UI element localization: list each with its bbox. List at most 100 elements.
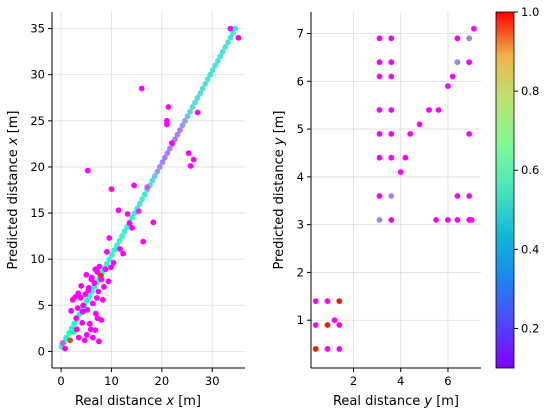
left-y-tick-label: 30 <box>30 68 45 82</box>
right-data-point <box>325 346 331 352</box>
right-x-tick-label: 6 <box>444 374 451 388</box>
right-x-axis-label: Real distance y [m] <box>333 394 459 409</box>
right-y-tick-label: 3 <box>297 218 304 232</box>
right-data-point <box>313 298 319 304</box>
left-data-point <box>107 235 113 241</box>
colorbar-tick-label: 0.6 <box>521 163 539 177</box>
left-data-point <box>140 239 146 245</box>
right-data-point <box>336 298 342 304</box>
right-data-point <box>388 193 394 199</box>
left-y-tick-label: 35 <box>30 22 45 36</box>
right-data-point <box>377 107 383 113</box>
left-data-point <box>90 335 96 341</box>
right-data-point <box>455 217 461 223</box>
right-y-tick-label: 7 <box>297 27 304 41</box>
right-y-tick-label: 6 <box>297 74 304 88</box>
left-tick-labels: 0 10 20 30 0 5 10 15 20 25 30 35 <box>30 22 219 388</box>
left-data-point <box>186 150 192 156</box>
right-data-point <box>388 59 394 65</box>
right-x-tick-label: 2 <box>350 374 357 388</box>
right-data-point <box>471 26 477 32</box>
left-x-tick-label: 30 <box>205 374 220 388</box>
right-y-tick-label: 1 <box>297 313 304 327</box>
left-data-point <box>99 277 105 283</box>
left-data-point <box>96 289 102 295</box>
left-data-point <box>106 278 112 284</box>
left-data-point <box>191 157 197 163</box>
left-data-point <box>76 335 82 341</box>
right-data-point <box>466 131 472 137</box>
left-y-tick-label: 25 <box>30 114 45 128</box>
right-data-point <box>466 193 472 199</box>
left-data-point <box>79 320 85 326</box>
left-data-point <box>169 140 175 146</box>
right-data-point <box>325 322 331 328</box>
left-y-tick-label: 5 <box>38 298 45 312</box>
right-scatter-plot: 2 4 6 1 2 3 4 5 6 7 Real distance y [m] Predicted… <box>272 12 481 409</box>
right-y-tick-label: 2 <box>297 265 304 279</box>
left-data-point <box>94 295 100 301</box>
left-data-point <box>100 297 106 303</box>
colorbar-ticks: 0.2 0.4 0.6 0.8 1.0 <box>514 5 539 335</box>
left-data-point <box>78 295 84 301</box>
left-data-point <box>136 208 142 214</box>
right-data-point <box>377 217 383 223</box>
left-data-point <box>188 163 194 169</box>
left-data-point <box>96 338 102 344</box>
right-tick-labels: 2 4 6 1 2 3 4 5 6 7 <box>297 27 452 388</box>
right-data-point <box>313 322 319 328</box>
left-data-point <box>228 26 234 32</box>
left-y-axis-label: Predicted distance x [m] <box>6 110 21 269</box>
left-data-point <box>131 183 137 189</box>
right-data-point <box>377 35 383 41</box>
right-data-point <box>433 217 439 223</box>
left-data-point <box>166 104 172 110</box>
left-data-point <box>236 35 242 41</box>
right-data-point <box>388 107 394 113</box>
right-data-point <box>455 35 461 41</box>
right-data-point <box>466 59 472 65</box>
colorbar-tick-label: 1.0 <box>521 5 539 19</box>
right-data-point <box>388 131 394 137</box>
left-data-point <box>62 346 68 352</box>
left-data-point <box>78 283 84 289</box>
left-data-point <box>101 284 107 290</box>
right-data-point <box>388 217 394 223</box>
left-data-point <box>104 249 110 255</box>
right-data-point <box>388 74 394 80</box>
right-data-point <box>466 35 472 41</box>
left-y-tick-label: 20 <box>30 160 45 174</box>
left-data-point <box>92 327 98 333</box>
right-x-tick-label: 4 <box>397 374 404 388</box>
colorbar: 0.20.40.60.81.0 <box>496 5 539 368</box>
right-data-point <box>377 155 383 161</box>
left-data-point <box>74 326 80 332</box>
left-data-point <box>85 288 91 294</box>
right-data-point <box>377 131 383 137</box>
right-data-point <box>336 346 342 352</box>
left-data-point <box>83 272 89 278</box>
right-data-point <box>455 59 461 65</box>
left-data-point <box>195 110 201 116</box>
left-data-point <box>144 184 150 190</box>
right-data-point <box>377 74 383 80</box>
left-data-point <box>125 211 131 217</box>
left-x-axis-label: Real distance x [m] <box>75 394 201 409</box>
colorbar-gradient <box>496 12 514 368</box>
left-data-point <box>129 225 135 231</box>
left-data-point <box>92 266 98 272</box>
left-data-point <box>103 266 109 272</box>
right-data-point <box>336 322 342 328</box>
left-data-point <box>73 315 79 321</box>
right-data-point <box>450 74 456 80</box>
left-y-tick-label: 0 <box>38 344 45 358</box>
left-x-tick-label: 20 <box>155 374 170 388</box>
colorbar-tick-label: 0.4 <box>521 242 539 256</box>
right-data-point <box>407 131 413 137</box>
right-data-point <box>445 217 451 223</box>
left-data-point <box>88 277 94 283</box>
left-data-point <box>116 207 122 213</box>
right-data-point <box>445 83 451 89</box>
right-data-point <box>377 59 383 65</box>
left-data-point <box>80 302 86 308</box>
